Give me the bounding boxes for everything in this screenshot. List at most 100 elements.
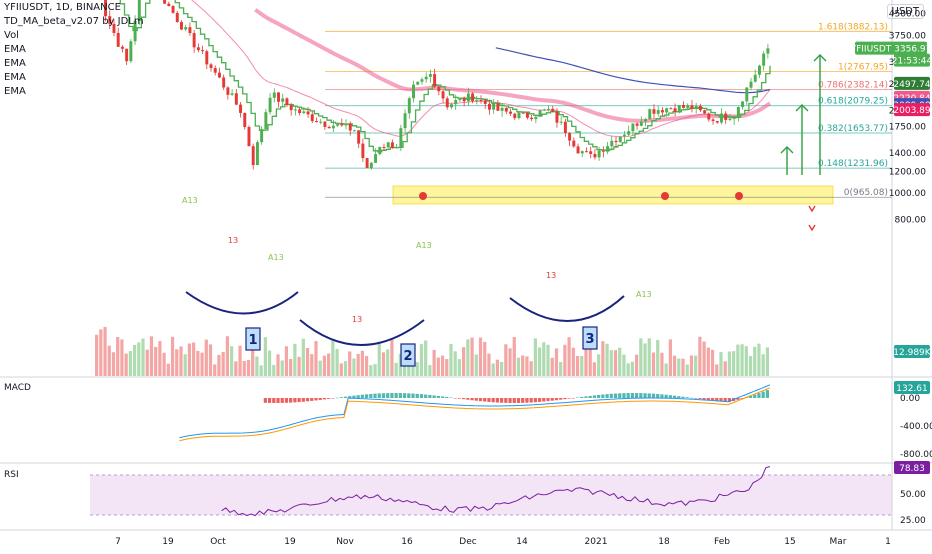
time-tick: Mar <box>830 537 847 547</box>
legend-ema-1[interactable]: EMA <box>4 44 26 55</box>
volume-bar <box>167 364 170 376</box>
candle-body <box>707 113 710 119</box>
volume-tag: 12.989K <box>893 348 931 358</box>
candle-body <box>404 113 407 128</box>
time-tick: Oct <box>210 537 226 547</box>
volume-bar <box>184 354 187 376</box>
candle-body <box>383 147 386 148</box>
candle-body <box>193 33 196 47</box>
volume-bar <box>466 339 469 376</box>
macd-histogram-bar <box>631 393 634 398</box>
volume-bar <box>584 349 587 376</box>
candle-body <box>720 114 723 123</box>
candle-body <box>437 87 440 92</box>
legend-ema-3[interactable]: EMA <box>4 72 26 83</box>
macd-histogram-bar <box>357 395 360 398</box>
candle-body <box>188 27 191 33</box>
macd-histogram-bar <box>314 398 317 400</box>
volume-bar <box>732 351 735 376</box>
volume-bar <box>513 337 516 376</box>
macd-histogram-bar <box>323 398 326 399</box>
volume-bar <box>382 352 385 376</box>
td-mark: A13 <box>416 241 432 250</box>
candle-body <box>285 98 288 105</box>
price-tick: 1200.00 <box>889 167 926 177</box>
volume-bar <box>175 349 178 376</box>
macd-histogram-bar <box>681 397 684 398</box>
macd-histogram-bar <box>703 398 706 399</box>
volume-bar <box>698 337 701 376</box>
volume-bar <box>112 352 115 376</box>
candle-body <box>125 49 128 61</box>
candle-body <box>471 93 474 101</box>
candle-body <box>475 100 478 101</box>
volume-bar <box>437 358 440 376</box>
volume-bar <box>365 356 368 376</box>
volume-bar <box>281 360 284 376</box>
volume-bar <box>534 338 537 376</box>
candle-body <box>657 110 660 114</box>
time-tick: 7 <box>115 537 121 547</box>
candle-body <box>252 146 255 165</box>
macd-histogram-bar <box>530 398 533 403</box>
macd-histogram-bar <box>496 398 499 403</box>
volume-bar <box>357 354 360 376</box>
macd-plot <box>179 385 770 441</box>
fib-label: 0(965.08) <box>844 188 888 198</box>
signal-line <box>179 388 770 441</box>
volume-bar <box>542 342 545 376</box>
candle-body <box>623 135 626 137</box>
macd-histogram-bar <box>652 394 655 398</box>
volume-bar <box>163 353 166 376</box>
macd-histogram-bar <box>327 398 330 399</box>
symbol-title[interactable]: YFIIUSDT, 1D, BINANCE <box>4 2 121 13</box>
candle-body <box>522 113 525 114</box>
time-tick: 18 <box>658 537 670 547</box>
candle-body <box>631 124 634 132</box>
volume-bar <box>487 354 490 376</box>
rsi-tick: 25.00 <box>900 516 926 526</box>
volume-bar <box>504 344 507 376</box>
macd-histogram-bar <box>264 398 267 403</box>
macd-tick: -800.00 <box>900 450 932 460</box>
legend-ema-2[interactable]: EMA <box>4 58 26 69</box>
legend-vol[interactable]: Vol <box>4 30 19 41</box>
macd-histogram-bar <box>386 393 389 398</box>
currency-selector[interactable]: USDT <box>887 4 924 19</box>
legend-ema-4[interactable]: EMA <box>4 86 26 97</box>
candle-body <box>678 105 681 112</box>
candle-body <box>218 73 221 78</box>
volume-bar <box>335 349 338 376</box>
candle-body <box>644 119 647 121</box>
candle-body <box>627 131 630 135</box>
candle-body <box>534 117 537 119</box>
volume-bar <box>331 339 334 376</box>
volume-bar <box>576 356 579 376</box>
macd-tick: -400.00 <box>900 422 932 432</box>
macd-histogram-bar <box>660 394 663 398</box>
volume-bar <box>648 338 651 376</box>
volume-bar <box>116 337 119 376</box>
macd-histogram-bar <box>272 398 275 403</box>
volume-bar <box>302 339 305 376</box>
td-mark: A13 <box>636 290 652 299</box>
candle-body <box>501 108 504 111</box>
volume-bar <box>352 358 355 376</box>
macd-histogram-bar <box>500 398 503 403</box>
volume-bar <box>610 350 613 376</box>
volume-bar <box>395 363 398 376</box>
candle-body <box>357 130 360 143</box>
volume-bar <box>479 338 482 376</box>
macd-histogram-bar <box>331 398 334 399</box>
candle-body <box>214 68 217 73</box>
macd-histogram-bar <box>698 398 701 399</box>
indicator-title[interactable]: TD_MA_beta_v2.07 by JDLm <box>4 16 144 27</box>
macd-histogram-bar <box>525 398 528 403</box>
candle-body <box>526 113 529 118</box>
macd-histogram-bar <box>538 398 541 402</box>
candle-body <box>332 126 335 129</box>
pattern-label: 3 <box>585 332 594 347</box>
macd-histogram-bar <box>268 398 271 403</box>
